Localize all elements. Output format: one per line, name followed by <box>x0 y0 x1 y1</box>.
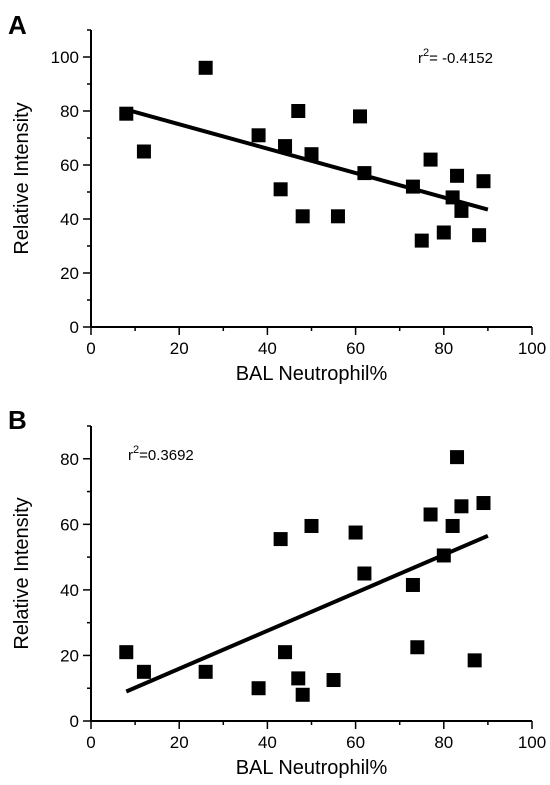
superscript-2: 2 <box>423 47 429 59</box>
data-point <box>330 209 345 224</box>
data-point <box>472 228 487 243</box>
data-point <box>436 225 451 240</box>
data-point <box>326 673 341 688</box>
y-axis-title: Relative Intensity <box>11 497 33 649</box>
data-point <box>357 566 372 581</box>
x-axis-title: BAL Neutrophil% <box>236 363 388 385</box>
x-axis-title: BAL Neutrophil% <box>236 757 388 779</box>
data-point <box>304 147 319 162</box>
x-tick-label: 40 <box>258 339 277 358</box>
data-point <box>348 525 363 540</box>
panel-b: B 0 20 40 60 80 100 0 20 40 60 80 BAL Neutrophil% Rel… <box>8 405 546 779</box>
data-point <box>450 450 465 465</box>
data-point <box>454 499 469 514</box>
y-tick-label: 80 <box>60 102 79 121</box>
fit-line <box>125 533 489 694</box>
data-point <box>476 174 491 189</box>
panel-a: A 0 20 40 60 80 100 0 20 40 60 80 100 BAL Neutrophil%… <box>8 10 546 385</box>
y-tick-label: 20 <box>60 646 79 665</box>
x-tick-label: 100 <box>518 339 546 358</box>
x-tick-label: 40 <box>258 733 277 752</box>
x-tick-label: 80 <box>434 733 453 752</box>
data-point <box>445 518 460 533</box>
data-point <box>291 104 306 118</box>
data-point <box>454 203 469 218</box>
y-tick-label: 60 <box>60 156 79 175</box>
r-squared-annotation: r2= -0.4152 <box>418 47 493 67</box>
data-point <box>198 60 213 75</box>
y-axis-title: Relative Intensity <box>11 102 33 254</box>
data-point <box>445 190 460 205</box>
data-point <box>436 548 451 563</box>
r-squared-annotation: r2=0.3692 <box>128 444 194 464</box>
data-point <box>198 664 213 679</box>
superscript-2: 2 <box>133 444 139 456</box>
y-tick-label: 100 <box>51 48 79 67</box>
data-point <box>414 233 429 248</box>
x-tick-label: 80 <box>434 339 453 358</box>
r-symbol: r <box>128 447 133 464</box>
panel-letter: A <box>8 10 27 40</box>
data-point <box>251 128 266 143</box>
data-point <box>423 507 438 522</box>
data-point <box>273 532 288 547</box>
data-point <box>405 179 420 194</box>
panel-letter: B <box>8 405 27 435</box>
y-tick-label: 60 <box>60 515 79 534</box>
data-point <box>467 653 482 668</box>
y-tick-label: 40 <box>60 210 79 229</box>
data-point <box>357 166 372 181</box>
data-point <box>136 144 151 159</box>
y-tick-label: 40 <box>60 581 79 600</box>
y-tick-label: 20 <box>60 264 79 283</box>
y-tick-label: 80 <box>60 450 79 469</box>
data-point <box>410 640 425 655</box>
x-tick-label: 60 <box>346 733 365 752</box>
data-point <box>450 168 465 183</box>
x-tick-label: 60 <box>346 339 365 358</box>
x-tick-label: 20 <box>170 339 189 358</box>
data-point <box>278 645 293 660</box>
r-squared-value: = -0.4152 <box>429 50 493 67</box>
data-point <box>476 496 491 511</box>
data-point <box>353 109 368 124</box>
data-point <box>295 687 310 702</box>
data-point <box>136 664 151 679</box>
data-point <box>119 106 134 121</box>
x-tick-label: 0 <box>86 339 95 358</box>
y-tick-label: 0 <box>70 712 79 731</box>
data-point <box>295 209 310 224</box>
r-squared-value: =0.3692 <box>139 447 194 464</box>
x-tick-label: 100 <box>518 733 546 752</box>
data-point <box>405 577 420 592</box>
x-tick-label: 20 <box>170 733 189 752</box>
y-tick-label: 0 <box>70 318 79 337</box>
data-point <box>423 152 438 167</box>
data-point <box>304 518 319 533</box>
data-point <box>251 681 266 696</box>
x-tick-label: 0 <box>86 733 95 752</box>
data-point <box>273 182 288 197</box>
r-symbol: r <box>418 50 423 67</box>
data-point <box>278 139 293 154</box>
data-point <box>291 671 306 686</box>
data-point <box>119 645 134 660</box>
